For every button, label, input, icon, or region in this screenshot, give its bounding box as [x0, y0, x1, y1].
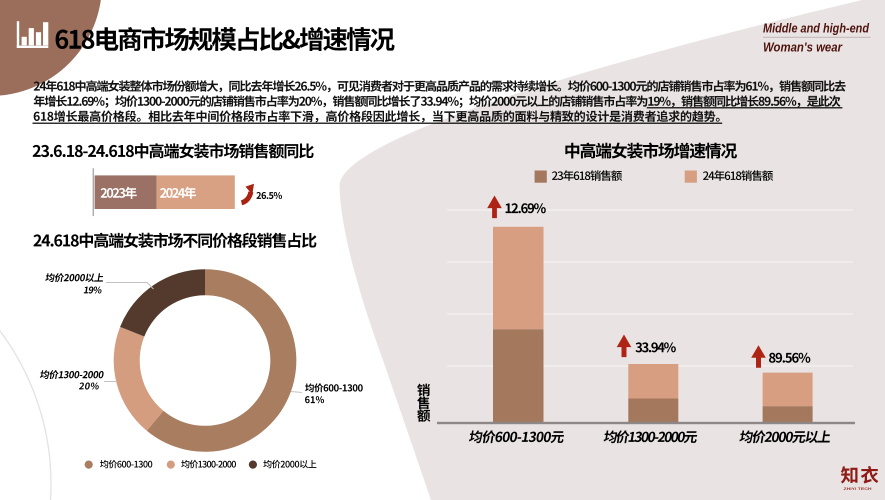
svg-text:Woman's wear: Woman's wear: [763, 40, 843, 55]
svg-text:ZHIYI TECH: ZHIYI TECH: [844, 487, 873, 491]
svg-text:Middle and high-end: Middle and high-end: [763, 21, 870, 36]
